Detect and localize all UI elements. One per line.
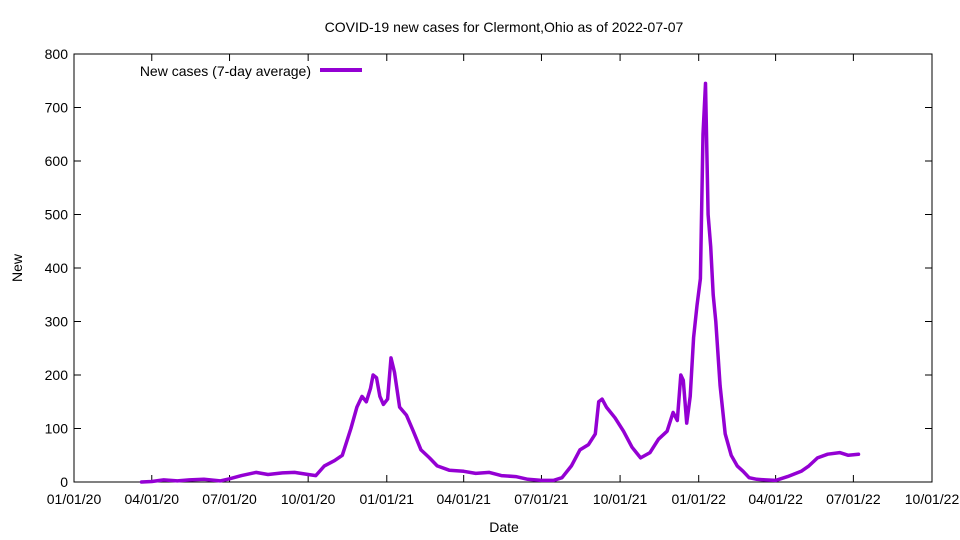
y-tick-label: 100 <box>45 421 69 437</box>
axis-tick-labels: 0 100 200 300 400 500 600 700 800 01/01/20 04/01/2… <box>45 46 960 507</box>
axis-ticks <box>73 53 933 483</box>
y-tick-label: 400 <box>45 260 69 276</box>
x-axis-label: Date <box>489 519 519 535</box>
series-group <box>139 81 861 484</box>
x-tick-label: 01/01/21 <box>360 491 415 507</box>
x-tick-label: 04/01/21 <box>436 491 491 507</box>
x-tick-label: 07/01/21 <box>514 491 569 507</box>
y-tick-label: 0 <box>60 474 68 490</box>
y-tick-label: 500 <box>45 207 69 223</box>
x-tick-label: 10/01/21 <box>593 491 648 507</box>
series-line <box>139 81 861 484</box>
legend: New cases (7-day average) <box>140 63 362 79</box>
chart-title: COVID-19 new cases for Clermont,Ohio as … <box>325 19 684 35</box>
y-axis-label: New <box>9 253 25 282</box>
x-tick-label: 10/01/22 <box>905 491 960 507</box>
x-tick-label: 04/01/20 <box>125 491 180 507</box>
x-tick-label: 04/01/22 <box>748 491 803 507</box>
y-tick-label: 600 <box>45 153 69 169</box>
x-tick-label: 07/01/22 <box>826 491 881 507</box>
x-tick-label: 10/01/20 <box>281 491 336 507</box>
legend-label: New cases (7-day average) <box>140 63 311 79</box>
y-tick-label: 700 <box>45 100 69 116</box>
y-tick-label: 800 <box>45 46 69 62</box>
x-tick-label: 01/01/22 <box>671 491 726 507</box>
y-tick-label: 300 <box>45 314 69 330</box>
x-tick-label: 01/01/20 <box>47 491 102 507</box>
y-tick-label: 200 <box>45 367 69 383</box>
x-tick-label: 07/01/20 <box>202 491 257 507</box>
plot-frame <box>73 53 933 483</box>
